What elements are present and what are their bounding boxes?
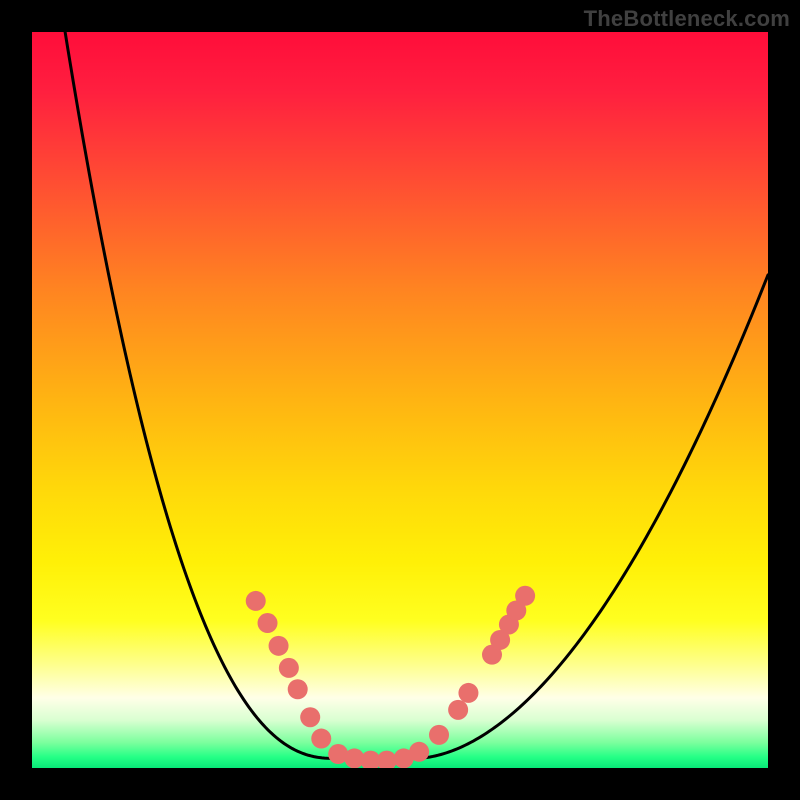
- data-marker: [377, 751, 397, 771]
- data-marker: [448, 700, 468, 720]
- data-marker: [258, 613, 278, 633]
- data-marker: [409, 742, 429, 762]
- chart-frame: TheBottleneck.com: [0, 0, 800, 800]
- data-marker: [269, 636, 289, 656]
- data-marker: [458, 683, 478, 703]
- data-marker: [246, 591, 266, 611]
- data-marker: [300, 707, 320, 727]
- data-marker: [279, 658, 299, 678]
- data-marker: [311, 729, 331, 749]
- data-marker: [515, 586, 535, 606]
- chart-gradient-bg: [32, 32, 768, 768]
- data-marker: [288, 679, 308, 699]
- watermark-label: TheBottleneck.com: [584, 6, 790, 32]
- bottleneck-chart: [0, 0, 800, 800]
- data-marker: [429, 725, 449, 745]
